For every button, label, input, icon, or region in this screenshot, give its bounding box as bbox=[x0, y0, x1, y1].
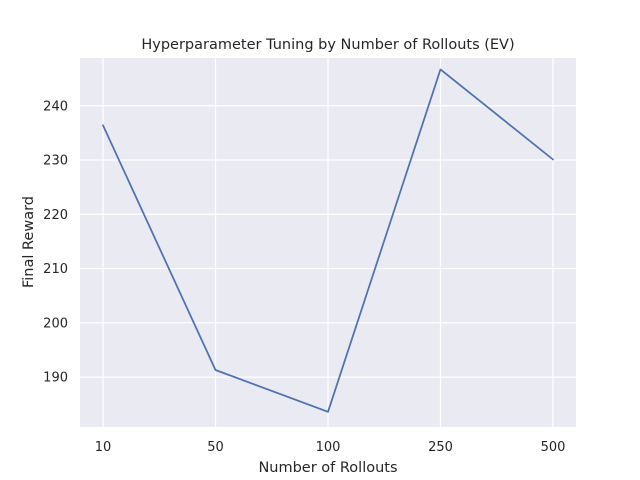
chart-title: Hyperparameter Tuning by Number of Rollo… bbox=[141, 37, 514, 53]
x-tick-label: 500 bbox=[541, 440, 566, 455]
x-tick-labels: 10 50 100 250 500 bbox=[95, 440, 566, 455]
y-axis-label: Final Reward bbox=[21, 196, 37, 288]
y-tick-label: 240 bbox=[43, 99, 68, 114]
y-tick-labels: 190 200 210 220 230 240 bbox=[43, 99, 68, 385]
x-tick-label: 10 bbox=[95, 440, 112, 455]
x-tick-label: 250 bbox=[428, 440, 453, 455]
y-tick-label: 220 bbox=[43, 208, 68, 223]
x-tick-label: 50 bbox=[207, 440, 224, 455]
series-layer bbox=[102, 68, 554, 413]
y-tick-label: 210 bbox=[43, 262, 68, 277]
x-gridlines bbox=[102, 58, 554, 427]
x-axis-label: Number of Rollouts bbox=[258, 460, 397, 476]
series-line bbox=[102, 68, 554, 413]
y-gridlines bbox=[80, 105, 576, 378]
y-tick-label: 200 bbox=[43, 316, 68, 331]
y-tick-label: 190 bbox=[43, 371, 68, 386]
x-tick-label: 100 bbox=[316, 440, 341, 455]
y-tick-label: 230 bbox=[43, 154, 68, 169]
